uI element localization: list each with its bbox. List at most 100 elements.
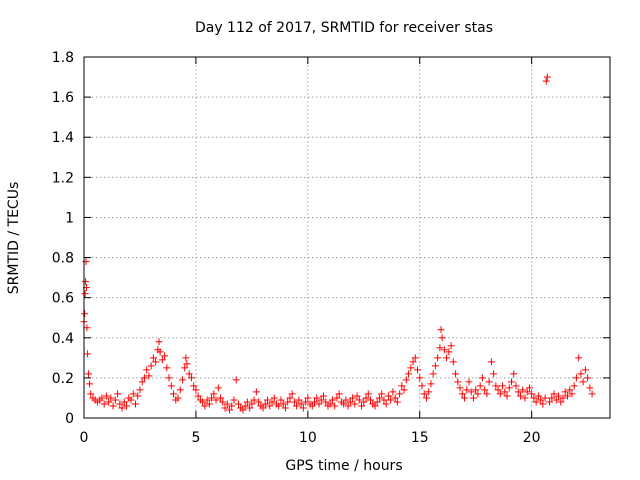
data-point [81, 290, 89, 298]
x-tick-label: 20 [523, 430, 541, 446]
data-point [572, 374, 580, 382]
data-point [438, 334, 446, 342]
data-point [461, 394, 469, 402]
x-tick-label: 15 [411, 430, 429, 446]
data-point [290, 398, 298, 406]
data-point [232, 376, 240, 384]
data-point [566, 386, 574, 394]
data-point [140, 374, 148, 382]
data-point [478, 374, 486, 382]
data-point [561, 388, 569, 396]
y-axis-label: SRMTID / TECUs [6, 182, 22, 295]
data-point [136, 386, 144, 394]
data-point [277, 396, 285, 404]
plot-frame [83, 56, 611, 419]
data-point [333, 394, 341, 402]
data-point [98, 394, 106, 402]
data-point [387, 396, 395, 404]
data-point [465, 378, 473, 386]
data-point [525, 384, 533, 392]
data-point [212, 396, 220, 404]
data-point [548, 394, 556, 402]
data-point [581, 366, 589, 374]
data-point [156, 348, 164, 356]
data-point [234, 400, 242, 408]
data-point [546, 398, 554, 406]
data-point [456, 384, 464, 392]
data-point [427, 380, 435, 388]
data-point [437, 326, 445, 334]
x-tick-label: 5 [191, 430, 200, 446]
data-point [586, 384, 594, 392]
data-point [192, 386, 200, 394]
data-point [588, 390, 596, 398]
data-point [402, 376, 410, 384]
data-point [469, 394, 477, 402]
data-point [225, 406, 233, 414]
data-point [584, 374, 592, 382]
data-point [575, 354, 583, 362]
data-point [559, 394, 567, 402]
data-point [304, 394, 312, 402]
data-point [364, 390, 372, 398]
data-point [563, 392, 571, 400]
data-point [120, 398, 128, 406]
data-point [199, 398, 207, 406]
y-tick-label: 1 [65, 210, 74, 226]
data-point [313, 394, 321, 402]
data-point [221, 404, 229, 412]
data-point [467, 388, 475, 396]
data-point [243, 398, 251, 406]
data-point [250, 396, 258, 404]
data-point [436, 344, 444, 352]
data-point [302, 398, 310, 406]
data-point [539, 400, 547, 408]
data-point [485, 378, 493, 386]
data-point [129, 390, 137, 398]
data-point [322, 398, 330, 406]
data-point [252, 388, 260, 396]
data-point [510, 370, 518, 378]
data-point [264, 396, 272, 404]
data-point [185, 370, 193, 378]
data-point [492, 382, 500, 390]
data-point [447, 342, 455, 350]
data-point [105, 398, 113, 406]
data-point [555, 392, 563, 400]
data-point [440, 346, 448, 354]
data-point [351, 400, 359, 408]
data-point [519, 386, 527, 394]
data-point [87, 390, 95, 398]
data-point [342, 396, 350, 404]
data-point [508, 378, 516, 386]
data-point [449, 358, 457, 366]
data-point [375, 394, 383, 402]
data-point [326, 400, 334, 408]
data-point [398, 382, 406, 390]
data-point [275, 402, 283, 410]
data-point [476, 382, 484, 390]
data-point [521, 394, 529, 402]
data-point [266, 402, 274, 410]
grid-lines [84, 57, 610, 418]
data-point [431, 362, 439, 370]
data-point [279, 400, 287, 408]
data-point [315, 400, 323, 408]
data-point [239, 406, 247, 414]
data-point [165, 374, 173, 382]
data-point [393, 398, 401, 406]
data-point [420, 390, 428, 398]
data-point [391, 394, 399, 402]
data-point [490, 370, 498, 378]
data-point [501, 388, 509, 396]
data-point [505, 384, 513, 392]
x-tick-label: 0 [80, 430, 89, 446]
data-point [131, 400, 139, 408]
data-point [407, 364, 415, 372]
data-point [187, 374, 195, 382]
data-point [340, 400, 348, 408]
data-point [268, 398, 276, 406]
data-point [190, 382, 198, 390]
data-point [418, 382, 426, 390]
data-point [434, 354, 442, 362]
